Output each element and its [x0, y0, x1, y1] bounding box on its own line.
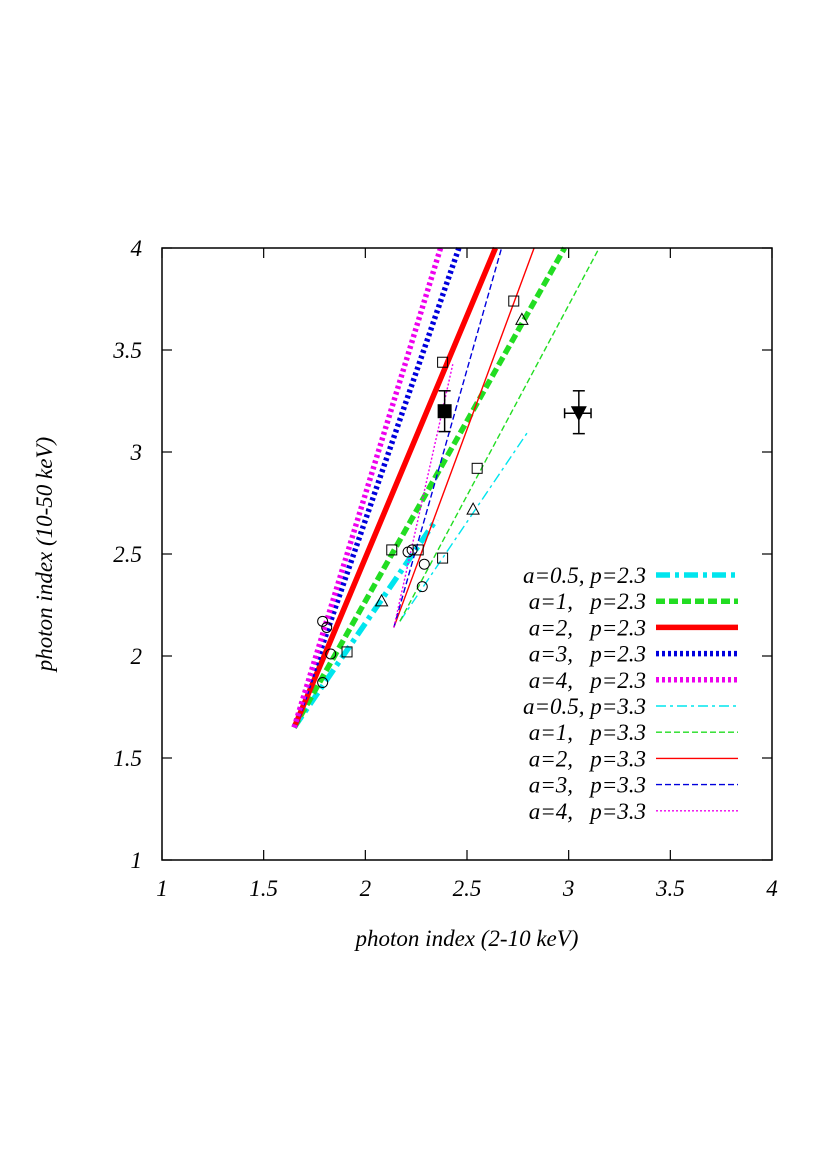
square-marker [471, 462, 483, 474]
square-marker [437, 552, 449, 564]
x-axis-label: photon index (2-10 keV) [354, 926, 579, 951]
square-marker [386, 544, 398, 556]
legend-label-5: a=0.5, p=3.3 [523, 694, 646, 719]
x-tick-label: 4 [766, 876, 778, 901]
series-line-0 [291, 517, 439, 729]
y-tick-label: 2.5 [113, 542, 142, 567]
legend: a=0.5, p=2.3a=1, p=2.3a=2, p=2.3a=3, p=2… [523, 563, 738, 824]
y-tick-label: 1 [131, 848, 143, 873]
axis-ticks [161, 247, 773, 861]
circle-marker [416, 581, 428, 593]
x-tick-label: 1.5 [249, 876, 278, 901]
square-marker [341, 646, 353, 658]
y-tick-label: 1.5 [113, 746, 142, 771]
legend-label-9: a=4, p=3.3 [529, 799, 646, 824]
square-marker [437, 356, 449, 368]
series-line-2 [291, 246, 499, 729]
plot-frame [161, 247, 773, 861]
y-tick-label: 4 [131, 236, 143, 261]
circle-marker [325, 648, 337, 660]
series-line-5 [399, 431, 529, 622]
legend-label-7: a=2, p=3.3 [529, 746, 646, 771]
series-line-6 [399, 247, 600, 622]
x-tick-label: 2.5 [453, 876, 482, 901]
markers-layer [317, 295, 529, 689]
circle-marker [406, 544, 418, 556]
square-marker [412, 544, 424, 556]
triangle-marker [466, 502, 480, 515]
series-line-8 [393, 247, 503, 628]
legend-label-2: a=2, p=2.3 [529, 615, 646, 640]
square-marker [508, 295, 520, 307]
series-line-3 [291, 247, 462, 729]
circle-marker [321, 621, 333, 633]
circle-marker [317, 615, 329, 627]
series-line-4 [291, 247, 444, 729]
series-line-7 [393, 247, 535, 628]
y-tick-label: 3.5 [112, 338, 142, 363]
legend-label-8: a=3, p=3.3 [529, 773, 646, 798]
x-tick-label: 3 [562, 876, 575, 901]
y-axis-label: photon index (10-50 keV) [32, 437, 57, 673]
legend-label-3: a=3, p=2.3 [529, 642, 646, 667]
observed-layer [437, 390, 592, 435]
legend-label-0: a=0.5, p=2.3 [523, 563, 646, 588]
legend-label-4: a=4, p=2.3 [529, 668, 646, 693]
legend-label-1: a=1, p=2.3 [529, 589, 646, 614]
series-layer [291, 246, 600, 729]
legend-label-6: a=1, p=3.3 [529, 720, 646, 745]
observed-triangle-marker [570, 406, 587, 422]
tick-labels: 1 1.5 2 2.5 3 3.5 4 1 1.5 2 2.5 3 3.5 4 [112, 236, 778, 901]
x-tick-label: 1 [156, 876, 168, 901]
observed-square-marker [437, 404, 452, 419]
x-tick-label: 2 [360, 876, 372, 901]
series-line-1 [291, 246, 567, 729]
circle-marker [317, 677, 329, 689]
y-tick-label: 3 [130, 440, 143, 465]
circle-marker [418, 558, 430, 570]
triangle-marker [374, 593, 389, 607]
y-tick-label: 2 [131, 644, 143, 669]
triangle-marker [515, 312, 529, 325]
x-tick-label: 3.5 [655, 876, 685, 901]
